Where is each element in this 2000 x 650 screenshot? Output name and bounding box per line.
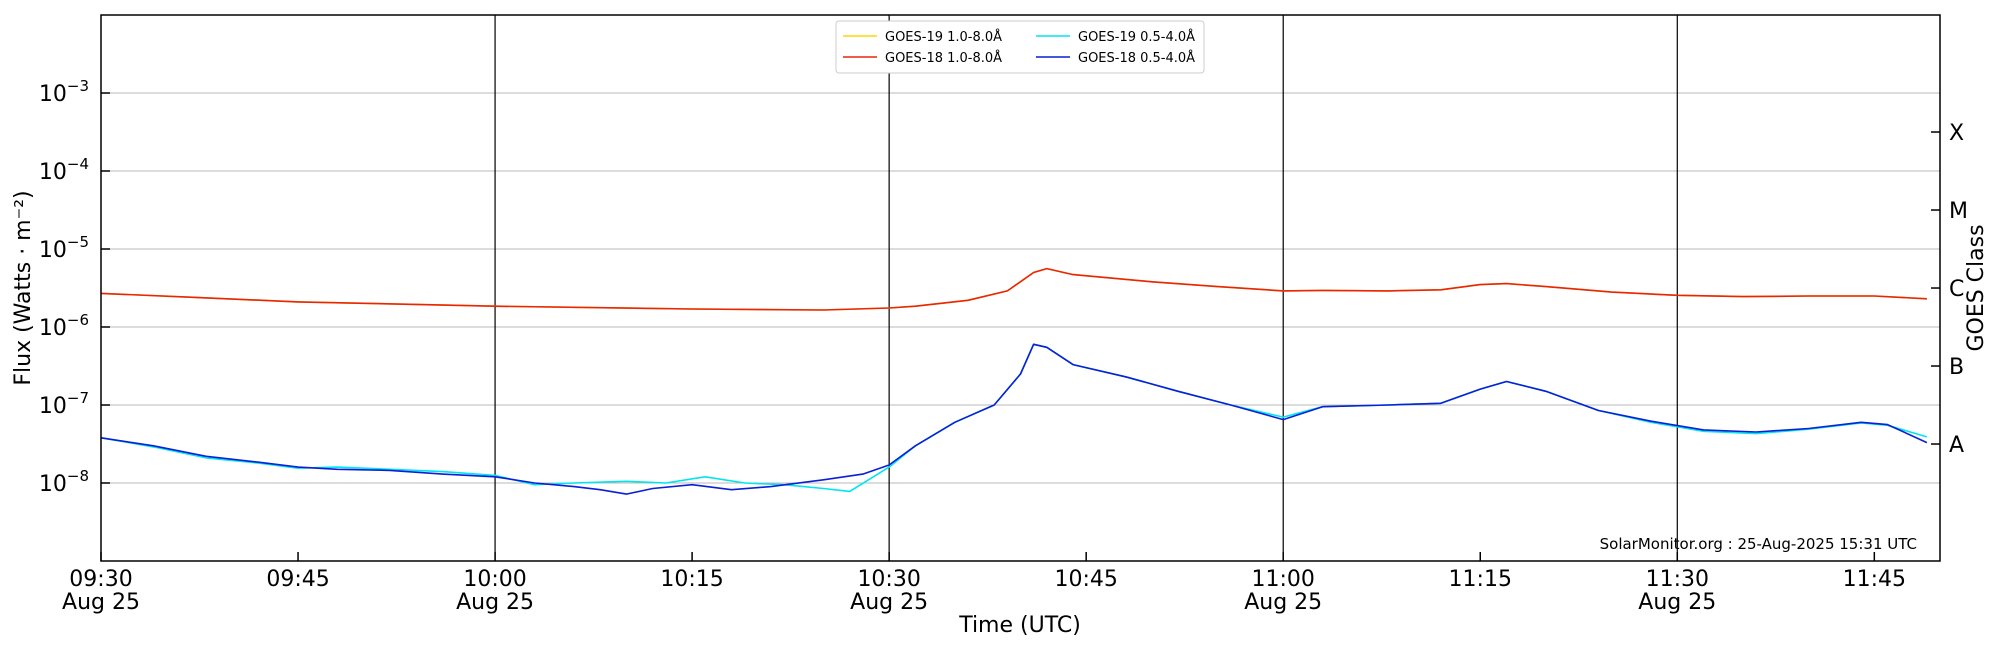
y-tick-label: 10−8 bbox=[39, 467, 89, 497]
y-tick-label: 10−3 bbox=[39, 77, 89, 107]
x-tick-label: 11:45 bbox=[1843, 567, 1906, 592]
footer-credit: SolarMonitor.org : 25-Aug-2025 15:31 UTC bbox=[1600, 535, 1917, 553]
y-tick-label: 10−7 bbox=[39, 389, 89, 419]
x-tick-label: 11:00 bbox=[1252, 567, 1315, 592]
y-tick-label: 10−6 bbox=[39, 311, 89, 341]
x-tick-label: 10:15 bbox=[660, 567, 723, 592]
x-tick-date-label: Aug 25 bbox=[1638, 590, 1716, 615]
x-tick-label: 10:30 bbox=[857, 567, 920, 592]
x-tick-date-label: Aug 25 bbox=[456, 590, 534, 615]
grid-lines bbox=[101, 92, 1940, 484]
x-axis-title: Time (UTC) bbox=[958, 613, 1081, 638]
y-tick-label: 10−5 bbox=[39, 233, 89, 263]
series-line bbox=[100, 343, 1928, 495]
series-line bbox=[100, 267, 1927, 311]
goes-class-label: M bbox=[1949, 199, 1968, 224]
x-tick-label: 10:00 bbox=[463, 567, 526, 592]
plot-frame bbox=[100, 14, 1941, 562]
series-lines bbox=[100, 267, 1928, 495]
legend-box bbox=[835, 20, 1205, 74]
x-tick-label: 10:45 bbox=[1054, 567, 1117, 592]
legend: GOES-19 1.0-8.0Å GOES-19 0.5-4.0Å GOES-18 … bbox=[835, 20, 1205, 74]
y-axis-ticks: 10−8 10−7 10−6 10−5 10−4 10−3 bbox=[39, 77, 110, 497]
goes-class-labels: A B C M X bbox=[1931, 121, 1968, 458]
x-tick-date-label: Aug 25 bbox=[850, 590, 928, 615]
legend-entry-label: GOES-19 0.5-4.0Å bbox=[1078, 29, 1195, 45]
legend-entry-label: GOES-19 1.0-8.0Å bbox=[885, 29, 1002, 45]
x-tick-date-label: Aug 25 bbox=[1244, 590, 1322, 615]
right-axis-title: GOES Class bbox=[1964, 224, 1989, 351]
x-tick-label: 09:45 bbox=[266, 567, 329, 592]
x-tick-label: 11:30 bbox=[1646, 567, 1709, 592]
goes-class-label: B bbox=[1949, 355, 1964, 380]
legend-entry-label: GOES-18 1.0-8.0Å bbox=[885, 50, 1002, 66]
x-tick-label: 09:30 bbox=[69, 567, 132, 592]
x-tick-label: 11:15 bbox=[1449, 567, 1512, 592]
vertical-time-markers bbox=[494, 15, 1678, 561]
x-tick-date-label: Aug 25 bbox=[62, 590, 140, 615]
goes-class-label: X bbox=[1949, 121, 1964, 146]
y-axis-title: Flux (Watts · m⁻²) bbox=[11, 190, 36, 385]
goes-class-label: A bbox=[1949, 433, 1964, 458]
legend-entry-label: GOES-18 0.5-4.0Å bbox=[1078, 50, 1195, 66]
goes-class-label: C bbox=[1949, 277, 1964, 302]
y-tick-label: 10−4 bbox=[39, 155, 89, 185]
